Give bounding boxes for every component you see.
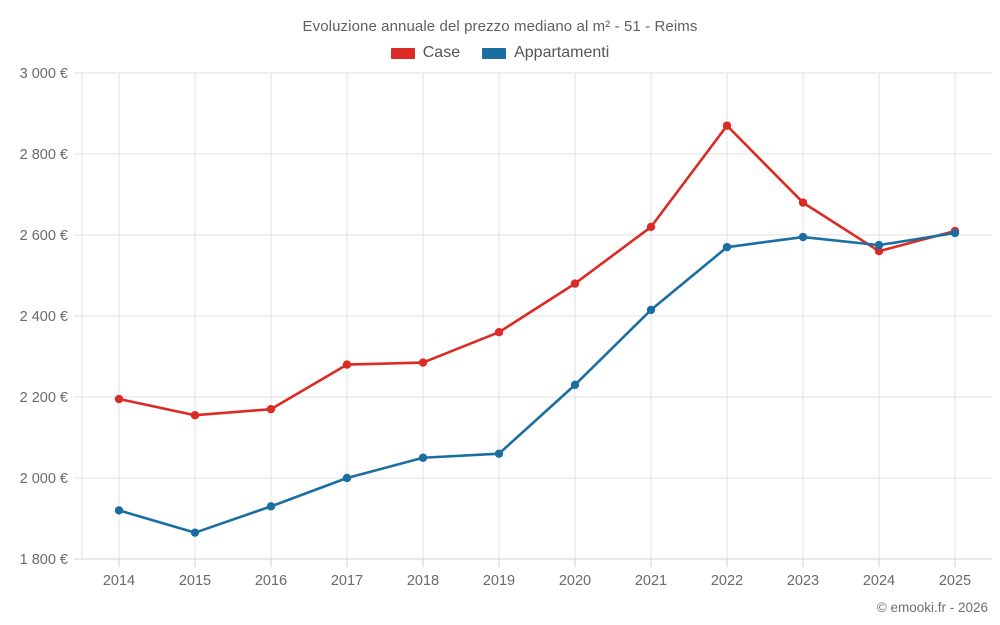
x-tick-label: 2016 bbox=[255, 573, 287, 589]
x-tick-label: 2014 bbox=[103, 573, 135, 589]
x-tick-label: 2020 bbox=[559, 573, 591, 589]
chart-legend: Case Appartamenti bbox=[0, 44, 1000, 62]
x-tick-label: 2022 bbox=[711, 573, 743, 589]
series-line-appartamenti bbox=[117, 231, 957, 534]
data-point-case-2021 bbox=[646, 222, 656, 232]
data-point-appartamenti-2022 bbox=[722, 242, 732, 252]
legend-label-case: Case bbox=[422, 44, 461, 61]
x-tick-label: 2018 bbox=[407, 573, 439, 589]
data-point-case-2016 bbox=[266, 404, 276, 414]
data-point-appartamenti-2025 bbox=[950, 228, 960, 238]
data-point-appartamenti-2020 bbox=[570, 380, 580, 390]
series-points bbox=[114, 121, 960, 537]
grid-lines bbox=[74, 72, 992, 560]
x-tick-label: 2023 bbox=[787, 573, 819, 589]
y-tick-label: 2 200 € bbox=[20, 390, 68, 406]
legend-label-appartamenti: Appartamenti bbox=[514, 44, 610, 61]
legend-item-appartamenti[interactable]: Appartamenti bbox=[482, 44, 609, 62]
data-point-case-2020 bbox=[570, 279, 580, 288]
data-point-appartamenti-2015 bbox=[190, 528, 200, 537]
data-point-appartamenti-2017 bbox=[342, 473, 352, 483]
y-axis-tick-labels: 1 800 € 2 000 € 2 200 € 2 400 € 2 600 € 2 800… bbox=[20, 66, 68, 568]
legend-swatch-appartamenti bbox=[482, 47, 507, 59]
data-point-appartamenti-2023 bbox=[798, 232, 808, 242]
data-point-appartamenti-2014 bbox=[114, 506, 124, 515]
x-tick-label: 2017 bbox=[331, 573, 363, 589]
data-point-case-2023 bbox=[798, 198, 808, 207]
y-tick-label: 2 800 € bbox=[20, 147, 68, 163]
data-point-case-2014 bbox=[114, 394, 124, 404]
x-tick-label: 2025 bbox=[939, 573, 971, 589]
x-tick-label: 2015 bbox=[179, 573, 211, 589]
data-point-case-2015 bbox=[190, 411, 200, 420]
x-axis-tick-labels: 2014 2015 2016 2017 2018 2019 2020 2021 2022 2023… bbox=[103, 573, 971, 589]
legend-item-case[interactable]: Case bbox=[390, 44, 461, 62]
data-point-appartamenti-2018 bbox=[418, 453, 428, 462]
data-point-appartamenti-2021 bbox=[646, 305, 656, 315]
y-tick-label: 3 000 € bbox=[20, 66, 68, 82]
legend-swatch-case bbox=[390, 47, 415, 59]
chart-title: Evoluzione annuale del prezzo mediano al… bbox=[302, 18, 698, 35]
x-axis-ticks bbox=[118, 559, 956, 567]
data-point-appartamenti-2024 bbox=[874, 240, 884, 250]
data-point-case-2018 bbox=[418, 358, 428, 367]
x-tick-label: 2021 bbox=[635, 573, 667, 589]
y-tick-label: 2 000 € bbox=[20, 471, 68, 487]
data-point-appartamenti-2016 bbox=[266, 502, 276, 511]
data-point-case-2022 bbox=[722, 121, 732, 130]
data-point-case-2019 bbox=[494, 328, 504, 337]
data-point-case-2017 bbox=[342, 360, 352, 369]
y-tick-label: 2 400 € bbox=[20, 309, 68, 325]
y-tick-label: 2 600 € bbox=[20, 228, 68, 244]
x-tick-label: 2024 bbox=[863, 573, 895, 589]
chart-credit: © emooki.fr - 2026 bbox=[876, 600, 988, 615]
data-point-appartamenti-2019 bbox=[494, 449, 504, 458]
series-lines bbox=[117, 124, 957, 534]
y-tick-label: 1 800 € bbox=[20, 552, 68, 568]
x-tick-label: 2019 bbox=[483, 573, 515, 589]
data-point-case-2024 bbox=[874, 247, 884, 256]
series-line-case bbox=[117, 124, 957, 417]
